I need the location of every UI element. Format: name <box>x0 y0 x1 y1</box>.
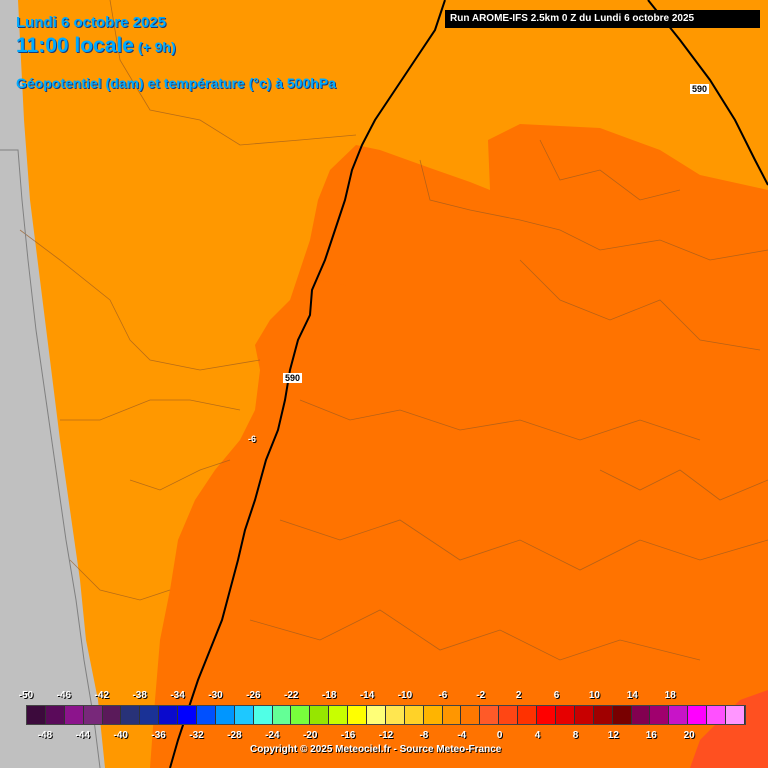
legend-tick-top: -26 <box>246 690 261 701</box>
legend-swatch <box>348 706 368 724</box>
legend-tick-top: -18 <box>321 690 337 701</box>
legend-tick-bottom: 0 <box>496 730 503 741</box>
legend-tick-top: -50 <box>18 690 34 701</box>
contour-label-middle: 590 <box>283 373 303 383</box>
legend-tick-bottom: 20 <box>683 730 695 741</box>
coastline <box>0 149 101 768</box>
legend-tick-bottom: -4 <box>457 730 467 741</box>
legend-swatch <box>593 706 613 724</box>
legend-swatch <box>404 706 424 724</box>
contour-label-north: 590 <box>690 84 710 94</box>
legend-swatch <box>518 706 538 724</box>
legend-swatch <box>102 706 122 724</box>
legend-tick-bottom: -8 <box>419 730 429 741</box>
legend-tick-top: -38 <box>132 690 147 701</box>
forecast-hour: 11:00 locale (+ 9h) <box>16 34 176 58</box>
legend-swatch <box>423 706 443 724</box>
legend-tick-top: 6 <box>553 690 560 701</box>
copyright-text: Copyright © 2025 Meteociel.fr - Source M… <box>250 744 502 755</box>
legend-swatch <box>461 706 481 724</box>
legend-tick-bottom: -24 <box>265 730 280 741</box>
legend-tick-top: -30 <box>208 690 223 701</box>
legend-swatch <box>310 706 330 724</box>
legend-tick-bottom: -40 <box>113 730 128 741</box>
legend-tick-bottom: -28 <box>227 730 242 741</box>
legend-swatch <box>725 706 745 724</box>
legend-swatch <box>650 706 670 724</box>
legend-tick-top: -14 <box>359 690 375 701</box>
legend-swatch <box>442 706 462 724</box>
field-temp-minus6-patch <box>295 280 352 312</box>
legend-swatch <box>45 706 65 724</box>
legend-swatch <box>64 706 84 724</box>
legend-swatch <box>253 706 273 724</box>
legend-swatch <box>612 706 632 724</box>
legend-tick-top: 14 <box>626 690 638 701</box>
legend-swatch <box>480 706 500 724</box>
legend-tick-bottom: -16 <box>340 730 356 741</box>
legend-tick-bottom: -44 <box>75 730 91 741</box>
legend-tick-top: 2 <box>515 690 522 701</box>
forecast-offset: (+ 9h) <box>137 39 176 55</box>
legend-swatch <box>688 706 708 724</box>
legend-tick-top: -2 <box>476 690 486 701</box>
legend-swatch <box>707 706 726 724</box>
legend-swatch <box>197 706 216 724</box>
legend-tick-top: -22 <box>284 690 299 701</box>
legend-swatch <box>178 706 198 724</box>
legend-tick-top: -42 <box>94 690 110 701</box>
legend-tick-bottom: -32 <box>189 730 204 741</box>
legend-tick-bottom: 8 <box>572 730 579 741</box>
legend-swatch <box>215 706 235 724</box>
legend-tick-top: -6 <box>438 690 448 701</box>
legend-tick-bottom: 16 <box>645 730 657 741</box>
legend-swatch <box>140 706 160 724</box>
field-temp-minus4 <box>690 690 768 768</box>
legend-tick-top: 18 <box>664 690 676 701</box>
forecast-hour-text: 11:00 locale <box>16 34 134 57</box>
legend-tick-bottom: 12 <box>607 730 619 741</box>
legend-tick-bottom: -48 <box>37 730 53 741</box>
legend-swatch <box>669 706 689 724</box>
legend-tick-bottom: -12 <box>378 730 394 741</box>
legend-swatch <box>631 706 651 724</box>
legend-swatch <box>83 706 103 724</box>
legend-swatch <box>291 706 311 724</box>
legend-swatch <box>367 706 386 724</box>
legend-tick-top: -46 <box>56 690 72 701</box>
legend-swatch <box>329 706 349 724</box>
legend-swatch <box>555 706 575 724</box>
legend-tick-bottom: -20 <box>302 730 318 741</box>
run-info-banner: Run AROME-IFS 2.5km 0 Z du Lundi 6 octob… <box>445 10 760 28</box>
legend-tick-bottom: -36 <box>151 730 166 741</box>
geopotential-contour-590-north <box>647 0 768 186</box>
field-temp-minus6 <box>150 124 768 768</box>
legend-swatch <box>385 706 405 724</box>
legend-swatch <box>234 706 254 724</box>
borders <box>19 0 768 661</box>
color-legend <box>26 705 746 725</box>
legend-swatch <box>272 706 292 724</box>
legend-tick-top: -10 <box>397 690 413 701</box>
map-parameter: Géopotentiel (dam) et température (°c) à… <box>16 75 336 91</box>
legend-tick-top: 10 <box>588 690 600 701</box>
legend-tick-bottom: 4 <box>534 730 541 741</box>
forecast-date: Lundi 6 octobre 2025 <box>16 14 167 31</box>
legend-swatch <box>27 706 46 724</box>
legend-swatch <box>537 706 556 724</box>
legend-tick-top: -34 <box>170 690 185 701</box>
legend-swatch <box>499 706 519 724</box>
geopotential-contour-590 <box>169 0 446 768</box>
legend-swatch <box>574 706 594 724</box>
temperature-label: -6 <box>248 434 257 444</box>
legend-swatch <box>159 706 179 724</box>
legend-swatch <box>121 706 141 724</box>
